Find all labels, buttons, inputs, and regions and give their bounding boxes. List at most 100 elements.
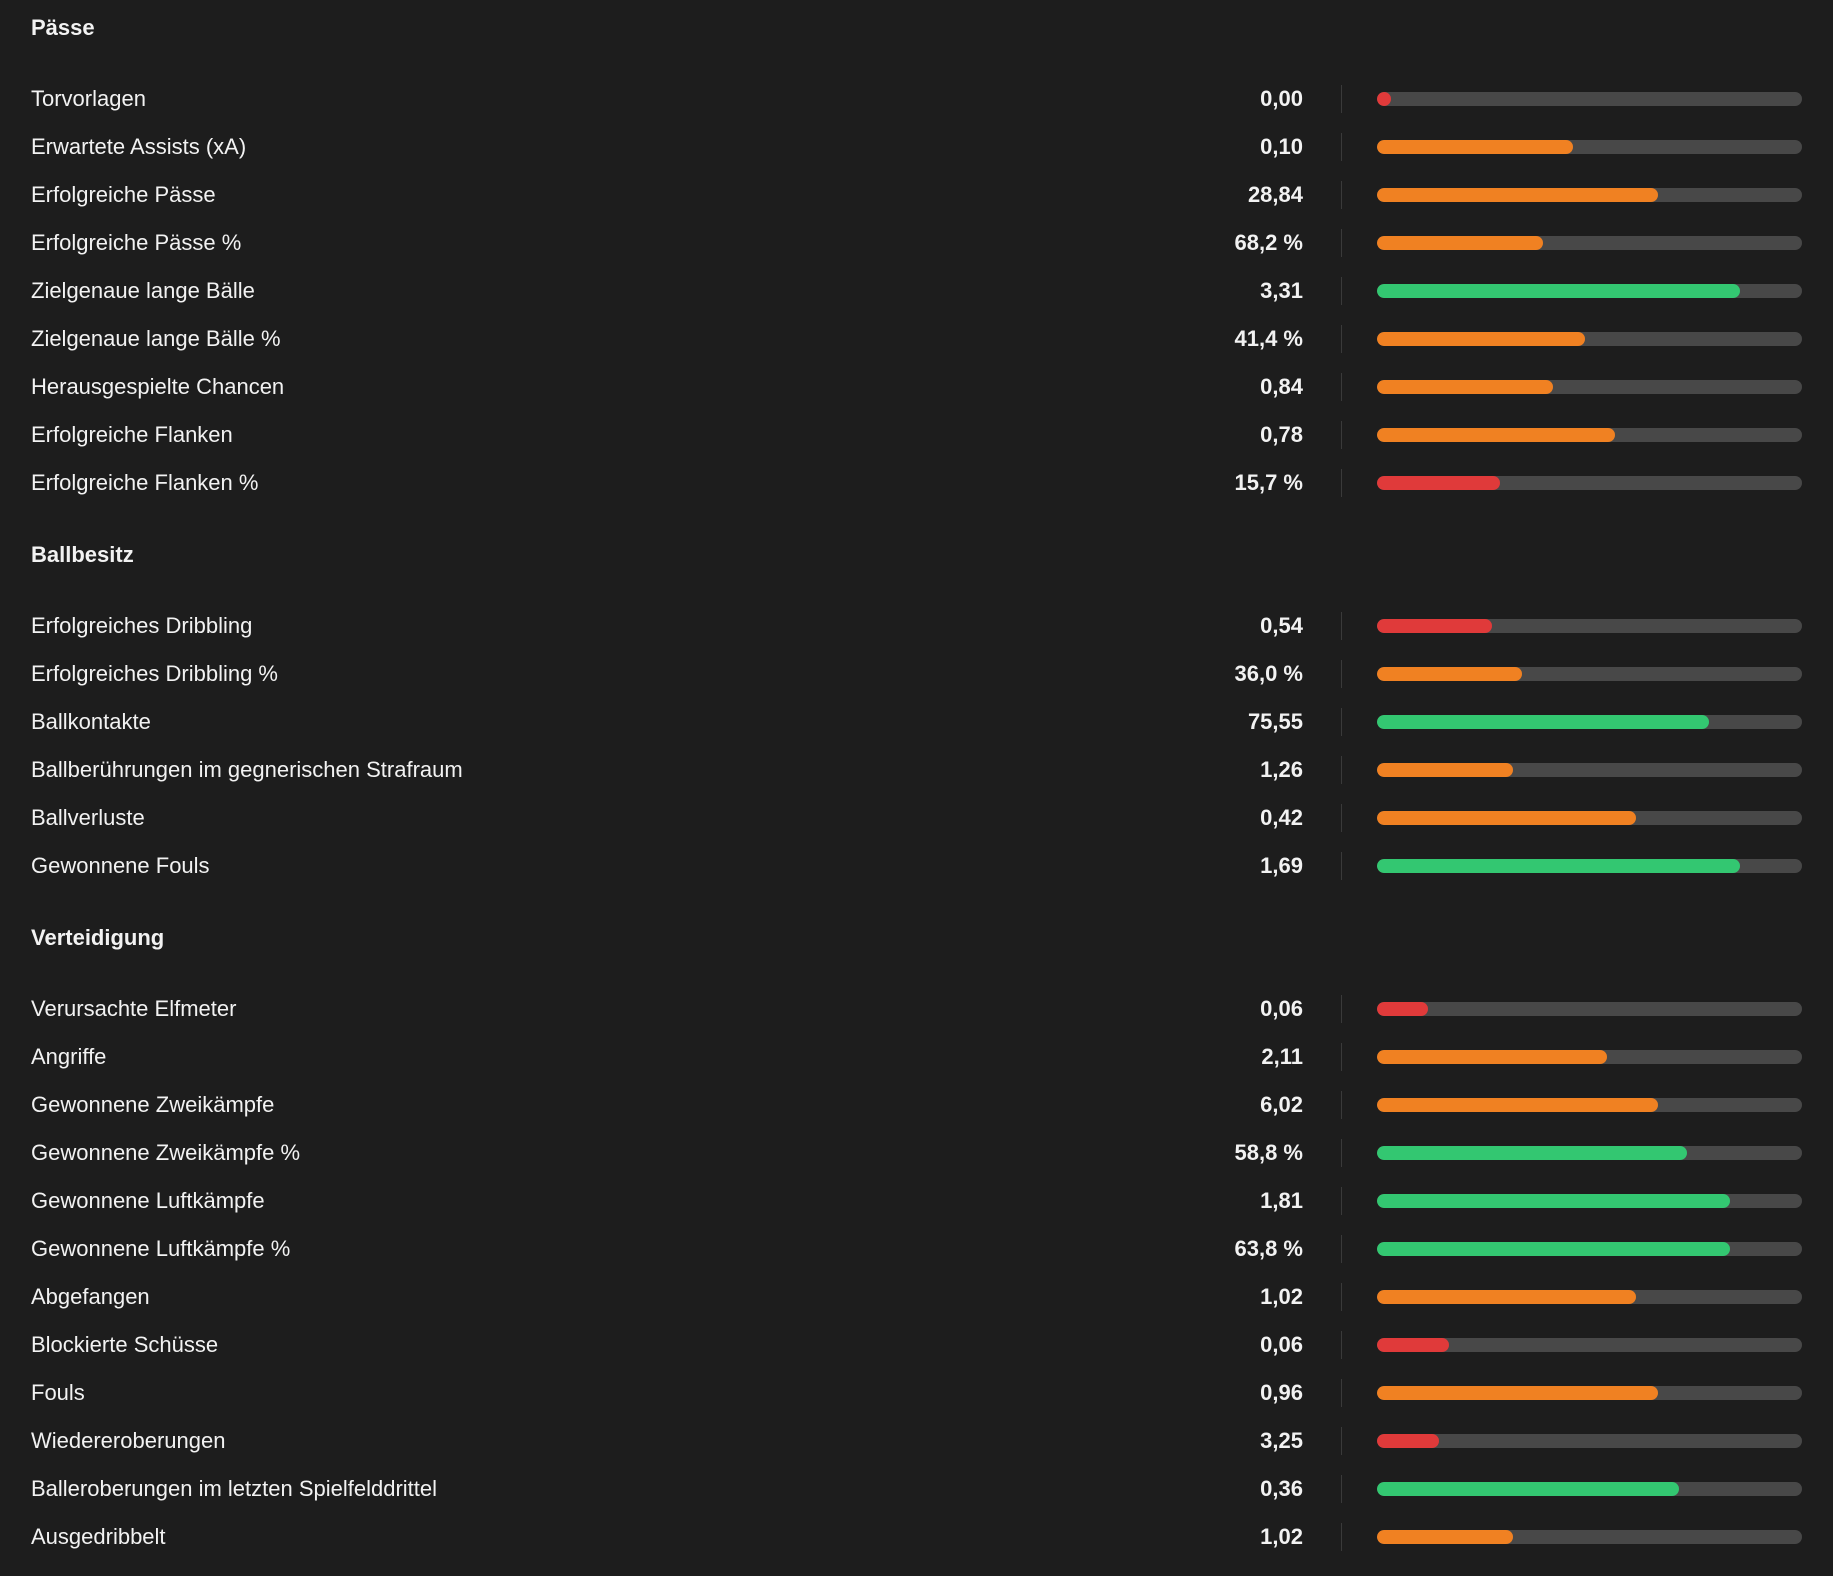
percentile-bar <box>1377 1290 1802 1304</box>
percentile-bar-fill <box>1377 380 1554 394</box>
stat-row: Erfolgreiche Pässe % 68,2 % <box>0 219 1833 267</box>
stat-label: Ausgedribbelt <box>31 1524 166 1549</box>
percentile-bar <box>1377 188 1802 202</box>
stat-value: 75,55 <box>1247 709 1303 734</box>
stat-label: Erfolgreiches Dribbling % <box>31 661 278 686</box>
percentile-bar-fill <box>1377 763 1513 777</box>
divider <box>1341 229 1342 257</box>
divider <box>1341 181 1342 209</box>
stat-row: Verursachte Elfmeter 0,06 <box>0 985 1833 1033</box>
stat-value: 0,42 <box>1260 805 1303 830</box>
section-title: Ballbesitz <box>31 542 134 567</box>
section-title: Verteidigung <box>31 925 165 950</box>
percentile-bar-fill <box>1377 236 1543 250</box>
stat-row: Fouls 0,96 <box>0 1369 1833 1417</box>
stat-label: Ballberührungen im gegnerischen Strafrau… <box>31 757 463 782</box>
stat-row: Angriffe 2,11 <box>0 1033 1833 1081</box>
stat-row: Gewonnene Luftkämpfe % 63,8 % <box>0 1225 1833 1273</box>
stat-value: 1,02 <box>1260 1284 1303 1309</box>
percentile-bar-fill <box>1377 715 1709 729</box>
percentile-bar-fill <box>1377 1338 1450 1352</box>
stat-label: Gewonnene Luftkämpfe % <box>31 1236 291 1261</box>
percentile-bar <box>1377 1098 1802 1112</box>
divider <box>1341 85 1342 113</box>
stat-row: Balleroberungen im letzten Spielfelddrit… <box>0 1465 1833 1513</box>
percentile-bar-fill <box>1377 1194 1730 1208</box>
stat-row: Gewonnene Zweikämpfe 6,02 <box>0 1081 1833 1129</box>
percentile-bar <box>1377 1194 1802 1208</box>
percentile-bar <box>1377 428 1802 442</box>
divider <box>1341 1139 1342 1167</box>
percentile-bar <box>1377 1530 1802 1544</box>
percentile-bar-fill <box>1377 811 1637 825</box>
stat-label: Wiedereroberungen <box>31 1428 226 1453</box>
stat-value: 6,02 <box>1260 1092 1303 1117</box>
stat-row: Erfolgreiches Dribbling % 36,0 % <box>0 650 1833 698</box>
stat-label: Ballkontakte <box>31 709 151 734</box>
stat-value: 36,0 % <box>1234 661 1304 686</box>
stat-value: 1,81 <box>1260 1188 1303 1213</box>
stat-value: 1,26 <box>1260 757 1303 782</box>
stat-label: Erfolgreiche Pässe <box>31 182 216 207</box>
percentile-bar <box>1377 1146 1802 1160</box>
percentile-bar <box>1377 1050 1802 1064</box>
stat-label: Gewonnene Zweikämpfe <box>31 1092 275 1117</box>
divider <box>1341 421 1342 449</box>
percentile-bar-fill <box>1377 476 1501 490</box>
stat-value: 1,69 <box>1260 853 1303 878</box>
stat-label: Blockierte Schüsse <box>31 1332 219 1357</box>
stat-row: Ballverluste 0,42 <box>0 794 1833 842</box>
divider <box>1341 277 1342 305</box>
percentile-bar-fill <box>1377 1386 1658 1400</box>
stat-label: Balleroberungen im letzten Spielfelddrit… <box>31 1476 438 1501</box>
divider <box>1341 1427 1342 1455</box>
stat-label: Ballverluste <box>31 805 145 830</box>
divider <box>1341 995 1342 1023</box>
stat-label: Erwartete Assists (xA) <box>31 134 247 159</box>
stat-value: 0,10 <box>1260 134 1303 159</box>
divider <box>1341 804 1342 832</box>
percentile-bar-fill <box>1377 428 1615 442</box>
divider <box>1341 1235 1342 1263</box>
stat-label: Gewonnene Zweikämpfe % <box>31 1140 301 1165</box>
divider <box>1341 1379 1342 1407</box>
percentile-bar-fill <box>1377 619 1492 633</box>
stat-row: Ballkontakte 75,55 <box>0 698 1833 746</box>
percentile-bar-fill <box>1377 1050 1607 1064</box>
stat-row: Zielgenaue lange Bälle % 41,4 % <box>0 315 1833 363</box>
stat-value: 0,54 <box>1260 613 1303 638</box>
divider <box>1341 612 1342 640</box>
percentile-bar <box>1377 715 1802 729</box>
percentile-bar-fill <box>1377 1290 1637 1304</box>
stats-section: Verteidigung Verursachte Elfmeter 0,06 A… <box>0 914 1833 1561</box>
divider <box>1341 1475 1342 1503</box>
stat-row: Erfolgreiche Pässe 28,84 <box>0 171 1833 219</box>
stat-label: Abgefangen <box>31 1284 150 1309</box>
stat-row: Blockierte Schüsse 0,06 <box>0 1321 1833 1369</box>
divider <box>1341 1331 1342 1359</box>
stat-row: Abgefangen 1,02 <box>0 1273 1833 1321</box>
percentile-bar <box>1377 1338 1802 1352</box>
percentile-bar <box>1377 1242 1802 1256</box>
stat-value: 0,00 <box>1260 86 1303 111</box>
percentile-bar <box>1377 811 1802 825</box>
percentile-bar-fill <box>1377 1530 1513 1544</box>
stat-label: Gewonnene Fouls <box>31 853 210 878</box>
percentile-bar-fill <box>1377 92 1391 106</box>
stat-row: Torvorlagen 0,00 <box>0 75 1833 123</box>
stat-label: Erfolgreiche Flanken <box>31 422 233 447</box>
stat-row: Erwartete Assists (xA) 0,10 <box>0 123 1833 171</box>
percentile-bar <box>1377 284 1802 298</box>
percentile-bar <box>1377 92 1802 106</box>
percentile-bar <box>1377 140 1802 154</box>
stat-value: 2,11 <box>1261 1044 1303 1069</box>
divider <box>1341 660 1342 688</box>
percentile-bar-fill <box>1377 1242 1730 1256</box>
stat-row: Gewonnene Fouls 1,69 <box>0 842 1833 890</box>
stat-label: Torvorlagen <box>31 86 146 111</box>
stat-row: Erfolgreiches Dribbling 0,54 <box>0 602 1833 650</box>
percentile-bar-fill <box>1377 1002 1428 1016</box>
percentile-bar <box>1377 1386 1802 1400</box>
percentile-bar-fill <box>1377 1434 1439 1448</box>
